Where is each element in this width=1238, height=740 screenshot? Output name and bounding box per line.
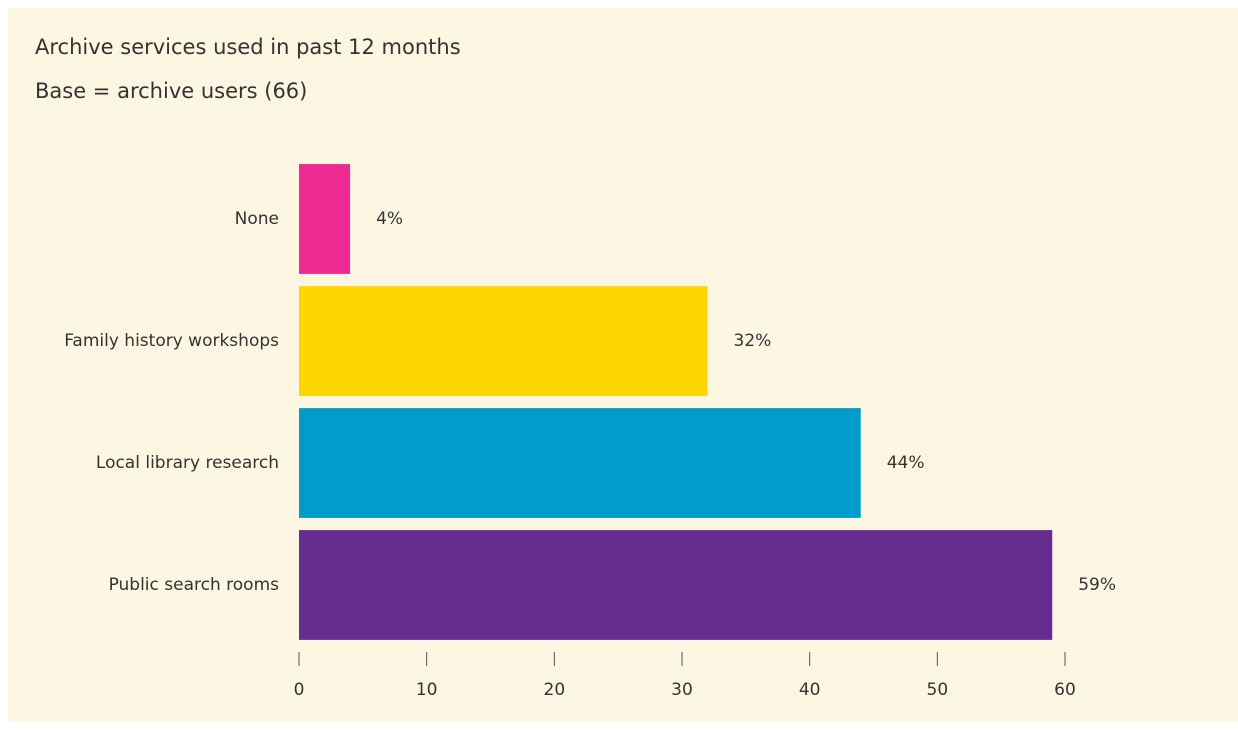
bar: [299, 164, 351, 274]
chart-subtitle: Base = archive users (66): [35, 79, 307, 103]
y-tick-label: None: [235, 209, 279, 229]
bar: [299, 408, 861, 518]
x-tick-label: 0: [294, 680, 305, 700]
y-tick-label: Family history workshops: [64, 331, 279, 351]
y-tick-label: Local library research: [96, 453, 279, 473]
value-label: 4%: [376, 209, 403, 229]
x-tick-label: 40: [799, 680, 821, 700]
value-label: 32%: [734, 331, 772, 351]
x-tick-label: 50: [927, 680, 949, 700]
y-tick-label: Public search rooms: [109, 575, 280, 595]
x-tick-label: 10: [416, 680, 438, 700]
x-tick-label: 30: [671, 680, 693, 700]
value-label: 44%: [887, 453, 925, 473]
bar: [299, 530, 1053, 640]
x-tick-label: 60: [1054, 680, 1076, 700]
value-label: 59%: [1078, 575, 1116, 595]
chart-title: Archive services used in past 12 months: [35, 35, 461, 59]
bar: [299, 286, 708, 396]
x-tick-label: 20: [544, 680, 566, 700]
